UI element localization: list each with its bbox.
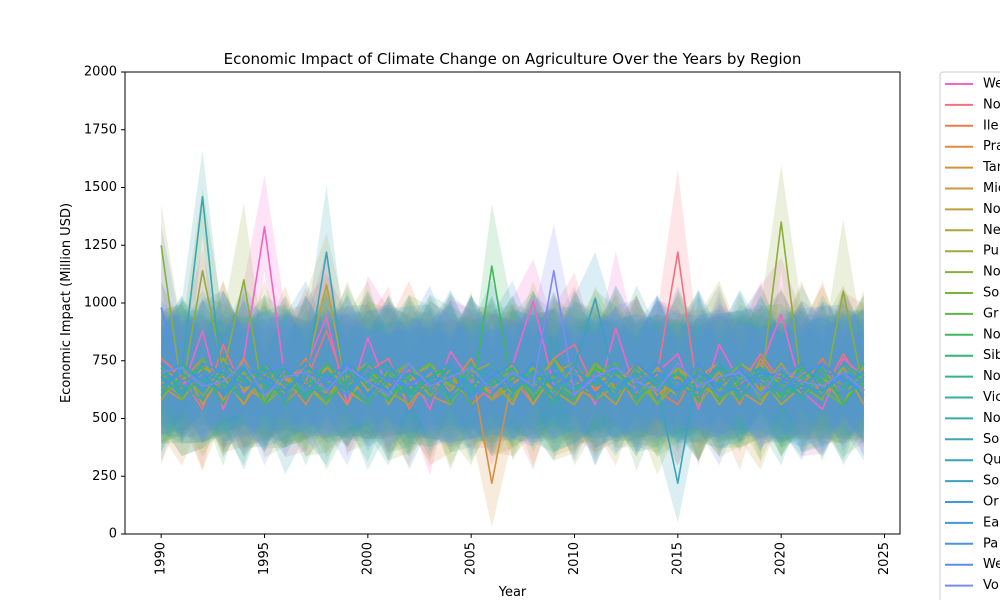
y-tick-label: 250	[92, 469, 117, 484]
y-axis-ticks: 0 250 500 750 1000 1250 1500 1750 2000	[84, 65, 125, 542]
x-tick-label: 1995	[257, 542, 272, 575]
confidence-band-19	[161, 185, 864, 523]
legend-label: No	[983, 369, 1000, 384]
y-axis-label: Economic Impact (Million USD)	[59, 203, 74, 403]
series-line-23	[160, 362, 865, 397]
legend-label: No	[983, 97, 1000, 112]
x-tick-label: 2020	[774, 542, 789, 575]
legend-label: Or	[983, 495, 999, 510]
legend-label: So	[983, 432, 999, 447]
legend-label: Gr	[983, 306, 999, 321]
series-line-25	[161, 269, 865, 397]
legend-label: Vo	[983, 578, 999, 593]
y-tick-label: 500	[92, 411, 117, 426]
legend-label: Pa	[983, 536, 998, 551]
y-tick-label: 1000	[84, 296, 117, 311]
confidence-band-13	[161, 204, 864, 470]
legend-label: No	[983, 202, 1000, 217]
chart-title: Economic Impact of Climate Change on Agr…	[224, 50, 802, 68]
x-tick-label: 2005	[464, 542, 479, 575]
legend-label: Ile	[983, 118, 998, 133]
legend-items: We No Ile Pra Tar Mic No Ne Pu No So Gr No Sib No Vic No…	[945, 77, 1000, 593]
confidence-band-20	[161, 251, 864, 466]
legend-label: We	[983, 557, 1000, 572]
x-tick-label: 1990	[154, 542, 169, 575]
series-lines	[160, 195, 865, 485]
confidence-band-2	[161, 169, 864, 471]
legend-label: Pu	[983, 244, 999, 259]
x-axis-ticks: 1990 1995 2000 2005 2010 2015 2020 2025	[154, 534, 892, 575]
legend-label: No	[983, 327, 1000, 342]
legend: We No Ile Pra Tar Mic No Ne Pu No So Gr No Sib No Vic No…	[939, 71, 1000, 604]
legend-label: Ne	[983, 223, 1000, 238]
legend-label: So	[983, 474, 999, 489]
x-tick-label: 2025	[877, 542, 892, 575]
legend-label: No	[983, 265, 1000, 280]
x-tick-label: 2015	[670, 542, 685, 575]
series-line-24	[160, 307, 865, 401]
legend-label: Mic	[983, 181, 1000, 196]
legend-label: Tar	[982, 160, 1000, 175]
legend-frame	[939, 71, 1000, 604]
legend-label: Sib	[983, 348, 1000, 363]
legend-label: We	[983, 77, 1000, 92]
series-line-22	[160, 362, 865, 397]
y-tick-label: 750	[92, 353, 117, 368]
confidence-band-7	[161, 232, 864, 466]
y-tick-label: 1250	[84, 238, 117, 253]
y-tick-label: 0	[109, 527, 117, 542]
legend-label: Qu	[983, 453, 1000, 468]
legend-label: Vic	[983, 390, 1000, 405]
x-tick-label: 2000	[360, 542, 375, 575]
x-axis-label: Year	[498, 585, 527, 600]
confidence-band-18	[161, 150, 864, 475]
y-tick-label: 1500	[84, 180, 117, 195]
confidence-bands	[161, 150, 864, 528]
confidence-band-1	[161, 175, 864, 475]
legend-label: No	[983, 411, 1000, 426]
legend-label: Pra	[983, 139, 1000, 154]
y-tick-label: 2000	[84, 65, 117, 80]
legend-label: Ea	[983, 515, 999, 530]
confidence-band-25	[161, 224, 864, 466]
confidence-band-24	[161, 225, 864, 466]
x-tick-label: 2010	[567, 542, 582, 575]
legend-label: So	[983, 286, 999, 301]
y-tick-label: 1750	[84, 122, 117, 137]
